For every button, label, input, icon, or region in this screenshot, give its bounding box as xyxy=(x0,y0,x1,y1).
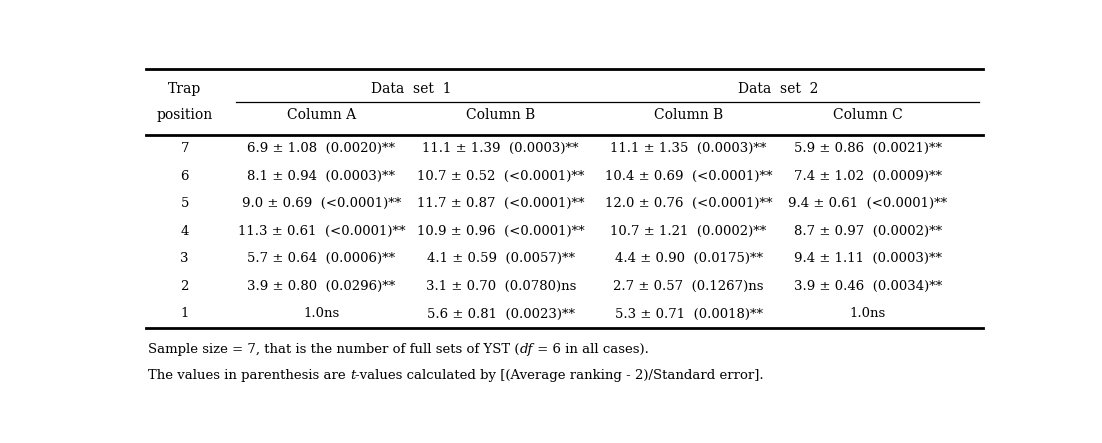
Text: 11.1 ± 1.35  (0.0003)**: 11.1 ± 1.35 (0.0003)** xyxy=(611,142,767,155)
Text: 3.9 ± 0.46  (0.0034)**: 3.9 ± 0.46 (0.0034)** xyxy=(793,280,942,293)
Text: 4.1 ± 0.59  (0.0057)**: 4.1 ± 0.59 (0.0057)** xyxy=(426,253,575,265)
Text: 3.9 ± 0.80  (0.0296)**: 3.9 ± 0.80 (0.0296)** xyxy=(247,280,396,293)
Text: = 6 in all cases).: = 6 in all cases). xyxy=(533,343,649,357)
Text: The values in parenthesis are: The values in parenthesis are xyxy=(148,369,349,382)
Text: 8.1 ± 0.94  (0.0003)**: 8.1 ± 0.94 (0.0003)** xyxy=(247,170,396,183)
Text: 4.4 ± 0.90  (0.0175)**: 4.4 ± 0.90 (0.0175)** xyxy=(615,253,763,265)
Text: 2.7 ± 0.57  (0.1267)ns: 2.7 ± 0.57 (0.1267)ns xyxy=(614,280,764,293)
Text: 7: 7 xyxy=(181,142,188,155)
Text: 10.9 ± 0.96  (<0.0001)**: 10.9 ± 0.96 (<0.0001)** xyxy=(417,225,584,238)
Text: 1.0ns: 1.0ns xyxy=(303,307,339,320)
Text: Sample size = 7, that is the number of full sets of YST (: Sample size = 7, that is the number of f… xyxy=(148,343,519,357)
Text: 8.7 ± 0.97  (0.0002)**: 8.7 ± 0.97 (0.0002)** xyxy=(793,225,942,238)
Text: 9.4 ± 1.11  (0.0003)**: 9.4 ± 1.11 (0.0003)** xyxy=(793,253,942,265)
Text: Data  set  2: Data set 2 xyxy=(738,82,819,96)
Text: 1.0ns: 1.0ns xyxy=(850,307,886,320)
Text: Column B: Column B xyxy=(653,108,723,121)
Text: Column B: Column B xyxy=(466,108,536,121)
Text: 6: 6 xyxy=(181,170,188,183)
Text: 5.9 ± 0.86  (0.0021)**: 5.9 ± 0.86 (0.0021)** xyxy=(793,142,942,155)
Text: 10.7 ± 1.21  (0.0002)**: 10.7 ± 1.21 (0.0002)** xyxy=(611,225,767,238)
Text: 6.9 ± 1.08  (0.0020)**: 6.9 ± 1.08 (0.0020)** xyxy=(247,142,396,155)
Text: 7.4 ± 1.02  (0.0009)**: 7.4 ± 1.02 (0.0009)** xyxy=(793,170,942,183)
Text: 11.7 ± 0.87  (<0.0001)**: 11.7 ± 0.87 (<0.0001)** xyxy=(417,198,584,210)
Text: 5.3 ± 0.71  (0.0018)**: 5.3 ± 0.71 (0.0018)** xyxy=(615,307,763,320)
Text: Column C: Column C xyxy=(833,108,903,121)
Text: t: t xyxy=(349,369,355,382)
Text: 10.4 ± 0.69  (<0.0001)**: 10.4 ± 0.69 (<0.0001)** xyxy=(605,170,773,183)
Text: 11.3 ± 0.61  (<0.0001)**: 11.3 ± 0.61 (<0.0001)** xyxy=(238,225,406,238)
Text: 3: 3 xyxy=(181,253,188,265)
Text: 4: 4 xyxy=(181,225,188,238)
Text: 9.4 ± 0.61  (<0.0001)**: 9.4 ± 0.61 (<0.0001)** xyxy=(788,198,948,210)
Text: 10.7 ± 0.52  (<0.0001)**: 10.7 ± 0.52 (<0.0001)** xyxy=(417,170,584,183)
Text: 9.0 ± 0.69  (<0.0001)**: 9.0 ± 0.69 (<0.0001)** xyxy=(241,198,401,210)
Text: Column A: Column A xyxy=(287,108,356,121)
Text: 2: 2 xyxy=(181,280,188,293)
Text: Data  set  1: Data set 1 xyxy=(370,82,452,96)
Text: 5: 5 xyxy=(181,198,188,210)
Text: 5.6 ± 0.81  (0.0023)**: 5.6 ± 0.81 (0.0023)** xyxy=(426,307,575,320)
Text: 12.0 ± 0.76  (<0.0001)**: 12.0 ± 0.76 (<0.0001)** xyxy=(605,198,773,210)
Text: 11.1 ± 1.39  (0.0003)**: 11.1 ± 1.39 (0.0003)** xyxy=(422,142,579,155)
Text: 1: 1 xyxy=(181,307,188,320)
Text: df: df xyxy=(519,343,533,357)
Text: 5.7 ± 0.64  (0.0006)**: 5.7 ± 0.64 (0.0006)** xyxy=(247,253,396,265)
Text: -values calculated by [(Average ranking - 2)/Standard error].: -values calculated by [(Average ranking … xyxy=(355,369,764,382)
Text: 3.1 ± 0.70  (0.0780)ns: 3.1 ± 0.70 (0.0780)ns xyxy=(425,280,576,293)
Text: Trap: Trap xyxy=(169,82,202,96)
Text: position: position xyxy=(156,108,213,121)
